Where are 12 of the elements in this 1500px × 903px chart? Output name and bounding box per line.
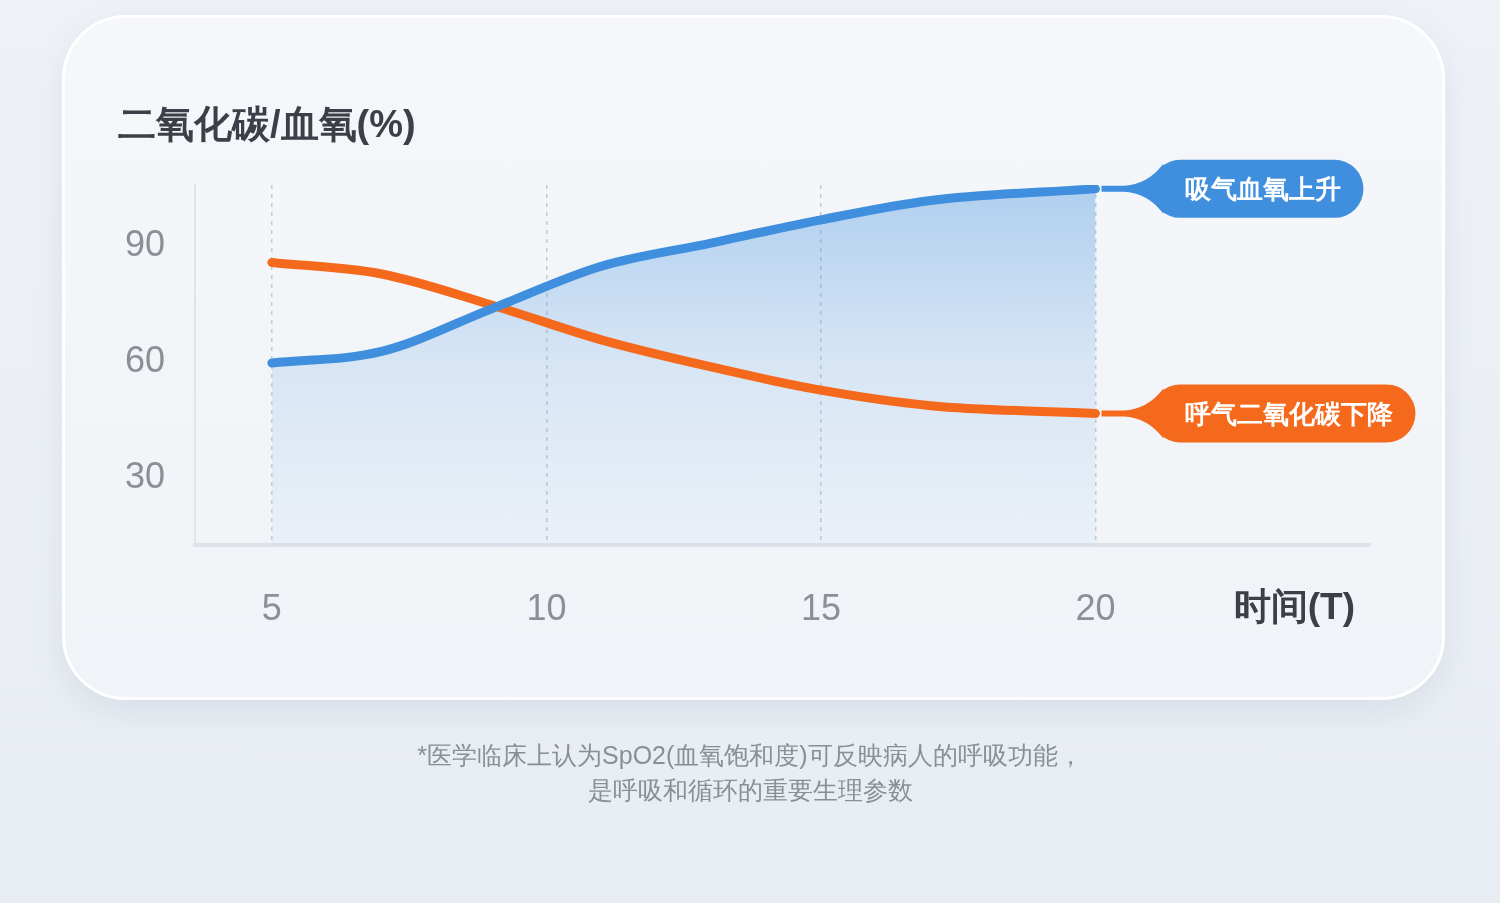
legend-label: 呼气二氧化碳下降 [1185, 398, 1394, 429]
legend-label: 吸气血氧上升 [1185, 174, 1342, 205]
x-tick-label: 15 [800, 587, 841, 628]
y-tick-label: 90 [124, 223, 165, 265]
text: *医学临床上认为SpO2(血氧饱和度)可反映病人的呼吸功能，是呼吸和循环的重要生理参数 [416, 740, 1084, 806]
x-axis-title: 时间(T) [1233, 586, 1355, 627]
x-tick-label: 20 [1075, 587, 1116, 628]
x-tick-label: 5 [261, 587, 282, 628]
x-tick-label: 10 [526, 587, 567, 628]
y-tick-label: 30 [124, 455, 165, 497]
y-axis-title: 二氧化碳/血氧(%) [118, 103, 416, 145]
y-tick-label: 60 [124, 339, 165, 381]
